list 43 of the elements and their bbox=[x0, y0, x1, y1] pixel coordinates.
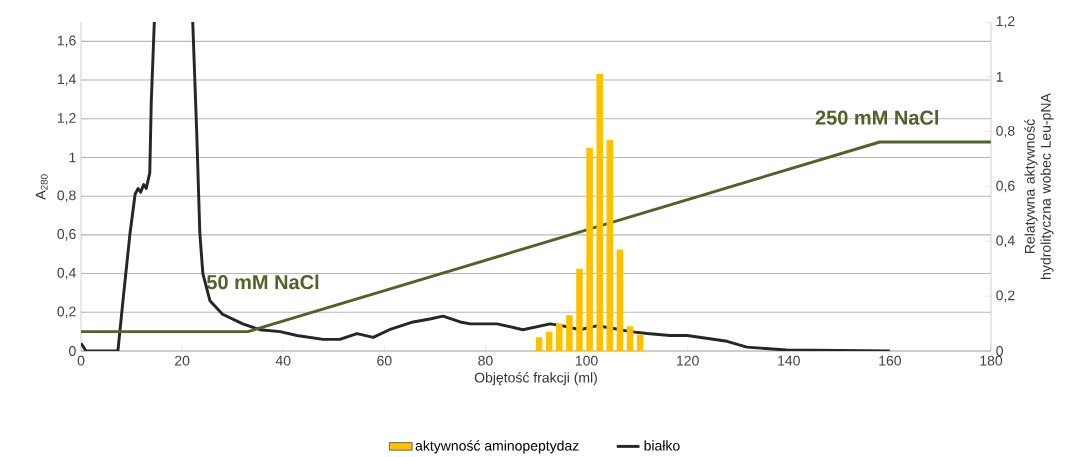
y-tick-label: 1,6 bbox=[57, 35, 76, 48]
bar bbox=[606, 139, 614, 351]
bar bbox=[576, 268, 583, 351]
y2-tick-label: 1 bbox=[996, 72, 1003, 82]
x-tick-label: 0 bbox=[77, 355, 85, 366]
y2-tick-label: 0 bbox=[996, 346, 1003, 356]
y-tick-label: 1 bbox=[69, 152, 76, 163]
x-tick-label: 80 bbox=[478, 355, 493, 366]
y-tick-label: 0 bbox=[69, 346, 76, 356]
x-axis-title: Objętość frakcji (ml) bbox=[474, 372, 597, 386]
x-tick-label: 60 bbox=[377, 355, 392, 366]
y-tick-label: 0,4 bbox=[57, 267, 76, 280]
x-tick-label: 140 bbox=[778, 355, 800, 366]
y2-axis-title: Relatywna aktywność hydrolityczna wobec Leu-pNA bbox=[1024, 93, 1054, 279]
x-tick-label: 40 bbox=[275, 355, 291, 366]
y-tick-label: 0,6 bbox=[57, 229, 76, 241]
y-tick-label: 1,2 bbox=[57, 112, 76, 125]
y-tick-label: 0,8 bbox=[57, 190, 76, 202]
bar bbox=[535, 337, 543, 351]
y-tick-label: 0,2 bbox=[57, 306, 76, 319]
x-tick-label: 120 bbox=[677, 355, 699, 366]
y2-tick-label: 0,6 bbox=[996, 180, 1015, 193]
bar bbox=[596, 74, 603, 351]
annotation: 50 mM NaCl bbox=[206, 274, 319, 290]
y2-tick-label: 0,4 bbox=[996, 235, 1015, 248]
x-tick-label: 180 bbox=[980, 355, 1003, 366]
bar bbox=[555, 323, 563, 351]
y-tick-label: 1,4 bbox=[57, 74, 76, 86]
y2-tick-label: 0,8 bbox=[996, 125, 1015, 138]
legend-label: aktywność aminopeptydaz bbox=[415, 440, 579, 454]
x-tick-label: 20 bbox=[175, 355, 190, 366]
bar bbox=[616, 249, 624, 351]
bar bbox=[566, 315, 573, 351]
y-axis-title: A$_{280}$ bbox=[35, 174, 48, 200]
y2-tick-label: 0,2 bbox=[996, 290, 1015, 302]
bar bbox=[545, 331, 553, 351]
legend-label: białko bbox=[644, 440, 680, 451]
bar bbox=[626, 326, 634, 351]
x-tick-label: 100 bbox=[575, 355, 598, 366]
x-tick-label: 160 bbox=[879, 355, 902, 366]
bar bbox=[586, 148, 593, 351]
annotation: 250 mM NaCl bbox=[815, 110, 939, 125]
y2-tick-label: 1,2 bbox=[996, 16, 1015, 28]
